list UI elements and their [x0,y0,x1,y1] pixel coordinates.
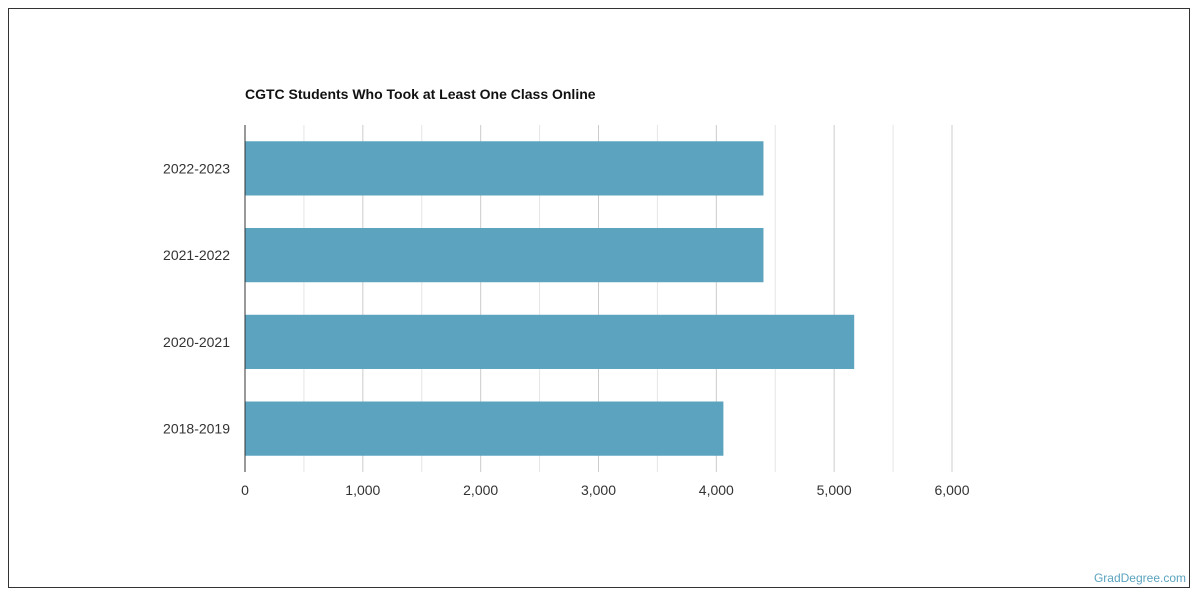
chart-title: CGTC Students Who Took at Least One Clas… [245,86,596,102]
watermark-link[interactable]: GradDegree.com [1093,571,1186,585]
category-label: 2022-2023 [163,160,230,176]
x-tick-label: 4,000 [699,482,734,498]
x-tick-label: 0 [241,482,249,498]
bar-2020-2021[interactable] [245,314,855,369]
x-tick-labels: 0 1,000 2,000 3,000 4,000 5,000 6,000 [241,482,970,498]
x-tick-label: 3,000 [581,482,616,498]
x-tick-label: 6,000 [934,482,969,498]
bar-2018-2019[interactable] [245,401,724,456]
x-tick-label: 5,000 [817,482,852,498]
x-tick-label: 1,000 [345,482,380,498]
x-tick-label: 2,000 [463,482,498,498]
category-labels: 2022-2023 2021-2022 2020-2021 2018-2019 [163,160,230,436]
bars-layer [245,141,855,456]
category-label: 2021-2022 [163,247,230,263]
bar-2021-2022[interactable] [245,228,764,283]
bar-2022-2023[interactable] [245,141,764,196]
category-label: 2020-2021 [163,334,230,350]
category-label: 2018-2019 [163,421,230,437]
